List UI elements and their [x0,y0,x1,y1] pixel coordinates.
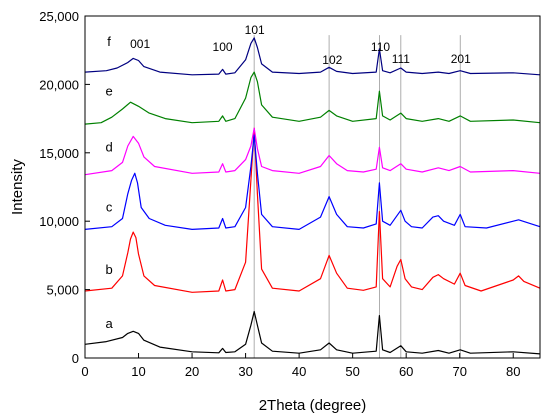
y-tick-label-10000: 10,000 [39,214,79,229]
x-tick-label-70: 70 [452,364,466,379]
x-tick-label-60: 60 [399,364,413,379]
series-line-b [84,127,541,293]
x-tick-label-20: 20 [185,364,199,379]
peak-label-001: 001 [130,37,150,51]
x-tick-label-30: 30 [238,364,252,379]
curve-label-f: f [107,34,111,49]
x-tick-label-0: 0 [81,364,88,379]
y-tick-label-25000: 25,000 [39,9,79,24]
peak-label-101: 101 [245,23,265,37]
x-axis: 0 10 20 30 40 50 60 70 80 [81,353,520,379]
x-tick-label-50: 50 [345,364,359,379]
x-tick-label-10: 10 [131,364,145,379]
peak-label-102: 102 [322,53,342,67]
plot-frame [84,15,541,359]
peak-label-111: 111 [392,52,411,66]
series-line-c [84,134,541,230]
series-line-d [84,127,541,176]
x-tick-label-80: 80 [506,364,520,379]
series-layer [84,37,541,355]
peak-label-110: 110 [371,40,390,54]
series-line-f [84,37,541,76]
reference-lines [253,35,461,358]
curve-labels: a b c d e f [105,34,113,331]
series-line-a [84,310,541,355]
peak-label-100: 100 [213,40,233,54]
y-tick-label-5000: 5,000 [46,283,79,298]
y-axis-label: Intensity [9,159,26,215]
y-tick-label-0: 0 [72,351,79,366]
curve-label-a: a [105,316,113,331]
y-tick-label-20000: 20,000 [39,77,79,92]
x-axis-label: 2Theta (degree) [259,397,367,414]
curve-label-e: e [105,83,112,98]
curve-label-d: d [105,139,112,154]
y-tick-label-15000: 15,000 [39,146,79,161]
curve-label-b: b [105,262,112,277]
y-axis: 0 5,000 10,000 15,000 20,000 25,000 [39,9,90,366]
curve-label-c: c [106,200,113,215]
peak-label-201: 201 [451,52,471,66]
series-line-e [84,71,541,125]
x-tick-label-40: 40 [292,364,306,379]
